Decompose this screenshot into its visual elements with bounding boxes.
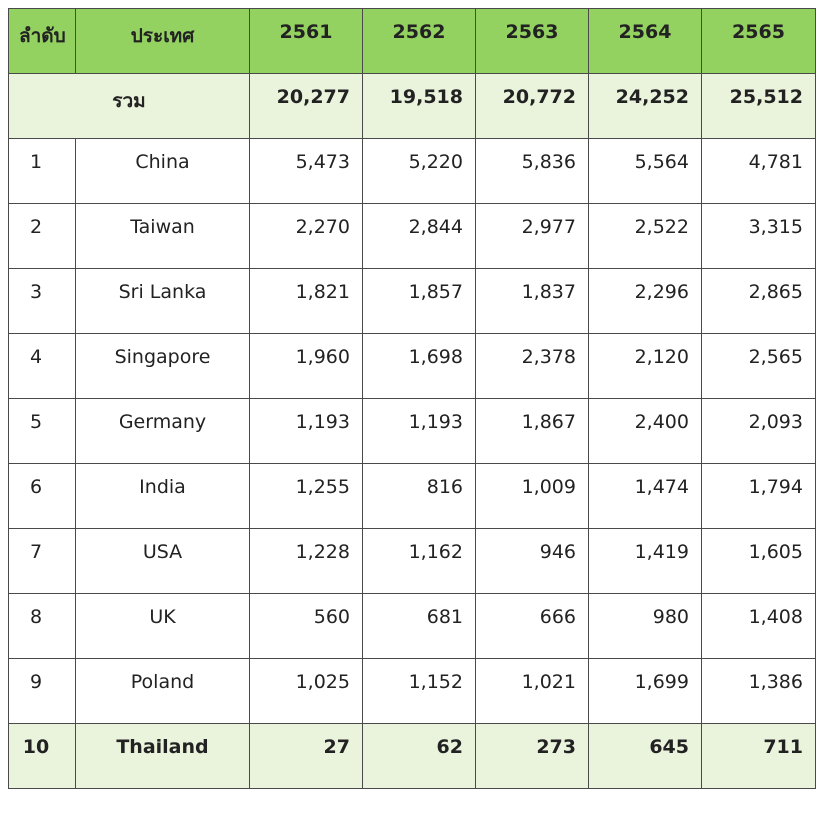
value-cell: 4,781 — [701, 138, 816, 204]
value-cell: 2,844 — [362, 203, 476, 269]
value-cell: 1,193 — [249, 398, 363, 464]
header-country: ประเทศ — [75, 8, 250, 74]
value-cell: 1,699 — [588, 658, 702, 724]
total-value: 19,518 — [362, 73, 476, 139]
table-row: 3 Sri Lanka 1,821 1,857 1,837 2,296 2,865 — [8, 268, 816, 334]
value-cell: 1,698 — [362, 333, 476, 399]
country-cell: Singapore — [75, 333, 250, 399]
value-cell: 1,025 — [249, 658, 363, 724]
value-cell: 1,162 — [362, 528, 476, 594]
value-cell: 645 — [588, 723, 702, 789]
table-row: 9 Poland 1,025 1,152 1,021 1,699 1,386 — [8, 658, 816, 724]
header-year-2563: 2563 — [475, 8, 589, 74]
value-cell: 1,821 — [249, 268, 363, 334]
value-cell: 1,837 — [475, 268, 589, 334]
value-cell: 2,093 — [701, 398, 816, 464]
country-cell: Germany — [75, 398, 250, 464]
value-cell: 1,605 — [701, 528, 816, 594]
value-cell: 5,836 — [475, 138, 589, 204]
country-cell: India — [75, 463, 250, 529]
table-row: 10 Thailand 27 62 273 645 711 — [8, 723, 816, 789]
total-value: 20,772 — [475, 73, 589, 139]
rank-cell: 1 — [8, 138, 76, 204]
value-cell: 1,867 — [475, 398, 589, 464]
rank-cell: 10 — [8, 723, 76, 789]
value-cell: 980 — [588, 593, 702, 659]
country-cell: UK — [75, 593, 250, 659]
value-cell: 560 — [249, 593, 363, 659]
table-row: 1 China 5,473 5,220 5,836 5,564 4,781 — [8, 138, 816, 204]
value-cell: 2,565 — [701, 333, 816, 399]
value-cell: 62 — [362, 723, 476, 789]
country-cell: Thailand — [75, 723, 250, 789]
value-cell: 2,120 — [588, 333, 702, 399]
value-cell: 5,473 — [249, 138, 363, 204]
value-cell: 1,228 — [249, 528, 363, 594]
value-cell: 1,152 — [362, 658, 476, 724]
total-row: รวม 20,277 19,518 20,772 24,252 25,512 — [8, 73, 816, 139]
value-cell: 2,977 — [475, 203, 589, 269]
rank-cell: 4 — [8, 333, 76, 399]
header-year-2564: 2564 — [588, 8, 702, 74]
value-cell: 1,193 — [362, 398, 476, 464]
table-row: 2 Taiwan 2,270 2,844 2,977 2,522 3,315 — [8, 203, 816, 269]
value-cell: 2,522 — [588, 203, 702, 269]
value-cell: 666 — [475, 593, 589, 659]
rank-cell: 3 — [8, 268, 76, 334]
value-cell: 1,021 — [475, 658, 589, 724]
value-cell: 1,419 — [588, 528, 702, 594]
header-year-2561: 2561 — [249, 8, 363, 74]
total-label: รวม — [8, 73, 250, 139]
table-row: 6 India 1,255 816 1,009 1,474 1,794 — [8, 463, 816, 529]
rank-cell: 7 — [8, 528, 76, 594]
country-cell: USA — [75, 528, 250, 594]
value-cell: 2,270 — [249, 203, 363, 269]
value-cell: 1,408 — [701, 593, 816, 659]
rank-cell: 6 — [8, 463, 76, 529]
value-cell: 2,400 — [588, 398, 702, 464]
value-cell: 5,564 — [588, 138, 702, 204]
value-cell: 1,474 — [588, 463, 702, 529]
value-cell: 816 — [362, 463, 476, 529]
data-table: ลำดับ ประเทศ 2561 2562 2563 2564 2565 รว… — [8, 8, 816, 789]
value-cell: 27 — [249, 723, 363, 789]
country-cell: Poland — [75, 658, 250, 724]
value-cell: 273 — [475, 723, 589, 789]
country-cell: Sri Lanka — [75, 268, 250, 334]
value-cell: 1,255 — [249, 463, 363, 529]
rank-cell: 2 — [8, 203, 76, 269]
value-cell: 1,386 — [701, 658, 816, 724]
value-cell: 2,378 — [475, 333, 589, 399]
value-cell: 1,960 — [249, 333, 363, 399]
value-cell: 3,315 — [701, 203, 816, 269]
country-cell: Taiwan — [75, 203, 250, 269]
header-year-2565: 2565 — [701, 8, 816, 74]
rank-cell: 8 — [8, 593, 76, 659]
table-row: 7 USA 1,228 1,162 946 1,419 1,605 — [8, 528, 816, 594]
value-cell: 2,296 — [588, 268, 702, 334]
value-cell: 711 — [701, 723, 816, 789]
value-cell: 946 — [475, 528, 589, 594]
header-year-2562: 2562 — [362, 8, 476, 74]
table-row: 8 UK 560 681 666 980 1,408 — [8, 593, 816, 659]
total-value: 20,277 — [249, 73, 363, 139]
rank-cell: 9 — [8, 658, 76, 724]
value-cell: 2,865 — [701, 268, 816, 334]
header-row: ลำดับ ประเทศ 2561 2562 2563 2564 2565 — [8, 8, 816, 74]
value-cell: 681 — [362, 593, 476, 659]
total-value: 24,252 — [588, 73, 702, 139]
table-row: 4 Singapore 1,960 1,698 2,378 2,120 2,565 — [8, 333, 816, 399]
value-cell: 1,794 — [701, 463, 816, 529]
table-row: 5 Germany 1,193 1,193 1,867 2,400 2,093 — [8, 398, 816, 464]
value-cell: 1,009 — [475, 463, 589, 529]
total-value: 25,512 — [701, 73, 816, 139]
value-cell: 1,857 — [362, 268, 476, 334]
value-cell: 5,220 — [362, 138, 476, 204]
country-cell: China — [75, 138, 250, 204]
rank-cell: 5 — [8, 398, 76, 464]
header-rank: ลำดับ — [8, 8, 76, 74]
